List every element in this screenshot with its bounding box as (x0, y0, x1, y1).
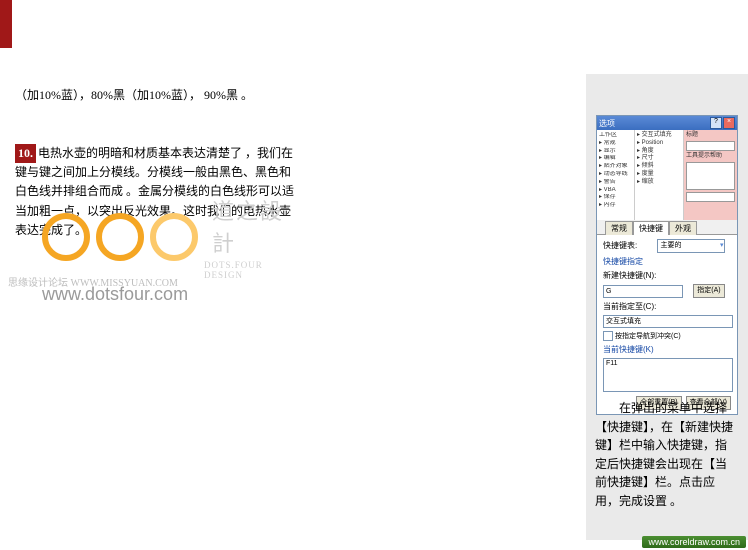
step-text: 电热水壶的明暗和材质基本表达清楚了 ，我们在键与键之间加上分模线。分模线一般由黑… (15, 146, 294, 237)
tab-appearance[interactable]: 外观 (669, 221, 697, 235)
tree-node[interactable]: ▸ 动态导线 (599, 171, 632, 179)
tab-shortcut[interactable]: 快捷键 (633, 221, 669, 235)
dialog-titlebar[interactable]: 选项 ? × (597, 116, 737, 130)
nav-conflict-checkbox[interactable]: 按指定导航到冲突(C) (603, 331, 731, 341)
current-shortcut-list[interactable]: F11 (603, 358, 733, 392)
logo-en: DOTS.FOUR DESIGN (204, 260, 302, 280)
prop-label: 工具提示帮助 (686, 153, 735, 161)
assign-button[interactable]: 指定(A) (693, 284, 724, 298)
current-assign-field: 交互式填充 (603, 315, 733, 328)
label-current-key: 当前快捷键(K) (603, 344, 731, 355)
category-tree[interactable]: 工作区 ▸ 常规 ▸ 显示 ▸ 编辑 ▸ 贴齐对象 ▸ 动态导线 ▸ 警告 ▸ … (597, 130, 635, 220)
watermark-badge: www.coreldraw.com.cn (642, 536, 746, 548)
command-list[interactable]: ▸ 交互式填充 ▸ Position ▸ 角度 ▸ 尺寸 ▸ 倾斜 ▸ 度量 ▸… (635, 130, 684, 220)
tab-general[interactable]: 常规 (605, 221, 633, 235)
dialog-title: 选项 (599, 118, 615, 129)
properties-pane: 标题 工具提示帮助 (684, 130, 737, 220)
list-item[interactable]: ▸ 缩放 (637, 179, 681, 187)
list-item[interactable]: ▸ 度量 (637, 171, 681, 179)
tab-row: 常规 快捷键 外观 (597, 220, 737, 235)
help-button[interactable]: ? (710, 117, 722, 129)
prop-field[interactable] (686, 141, 735, 151)
close-button[interactable]: × (723, 117, 735, 129)
tree-node[interactable]: ▸ 常规 (599, 140, 632, 148)
shortcut-table-combo[interactable]: 主要的 (657, 239, 725, 253)
checkbox-icon (603, 331, 613, 341)
prop-label: 标题 (686, 132, 735, 140)
footer-credit: 思缘设计论坛 WWW.MISSYUAN.COM (8, 274, 178, 289)
options-dialog: 选项 ? × 工作区 ▸ 常规 ▸ 显示 ▸ 编辑 ▸ 贴齐对象 ▸ 动态导线 … (596, 115, 738, 415)
tree-node[interactable]: ▸ 编辑 (599, 155, 632, 163)
checkbox-label: 按指定导航到冲突(C) (615, 331, 681, 341)
tree-node[interactable]: ▸ 显示 (599, 148, 632, 156)
tree-node[interactable]: ▸ 警告 (599, 179, 632, 187)
tree-node[interactable]: ▸ VBA (599, 187, 632, 195)
label-current-assign: 当前指定至(C): (603, 301, 731, 312)
label-new-shortcut: 新建快捷键(N): (603, 270, 731, 281)
intro-text: （加10%蓝），80%黑（加10%蓝）， 90%黑 。 (15, 86, 300, 105)
step-block: 10.电热水壶的明暗和材质基本表达清楚了 ，我们在键与键之间加上分模线。分模线一… (15, 144, 300, 240)
new-shortcut-input[interactable]: G (603, 285, 683, 298)
label-table: 快捷键表: (603, 241, 637, 250)
list-item[interactable]: ▸ 交互式填充 (637, 132, 681, 140)
tree-node[interactable]: ▸ 贴齐对象 (599, 163, 632, 171)
list-item[interactable]: ▸ Position (637, 140, 681, 148)
list-item[interactable]: ▸ 倾斜 (637, 163, 681, 171)
prop-field[interactable] (686, 162, 735, 190)
tree-node[interactable]: 工作区 (599, 132, 632, 140)
tree-node[interactable]: ▸ 内存 (599, 202, 632, 210)
prop-field[interactable] (686, 192, 735, 202)
step-number: 10. (15, 144, 36, 163)
right-instruction-text: 在弹出的菜单中选择【快捷键】，在【新建快捷键】栏中输入快捷键，指定后快捷键会出现… (595, 399, 737, 511)
tree-node[interactable]: ▸ 保存 (599, 194, 632, 202)
red-sidebar (0, 0, 12, 48)
label-assign-section: 快捷键指定 (603, 256, 731, 267)
